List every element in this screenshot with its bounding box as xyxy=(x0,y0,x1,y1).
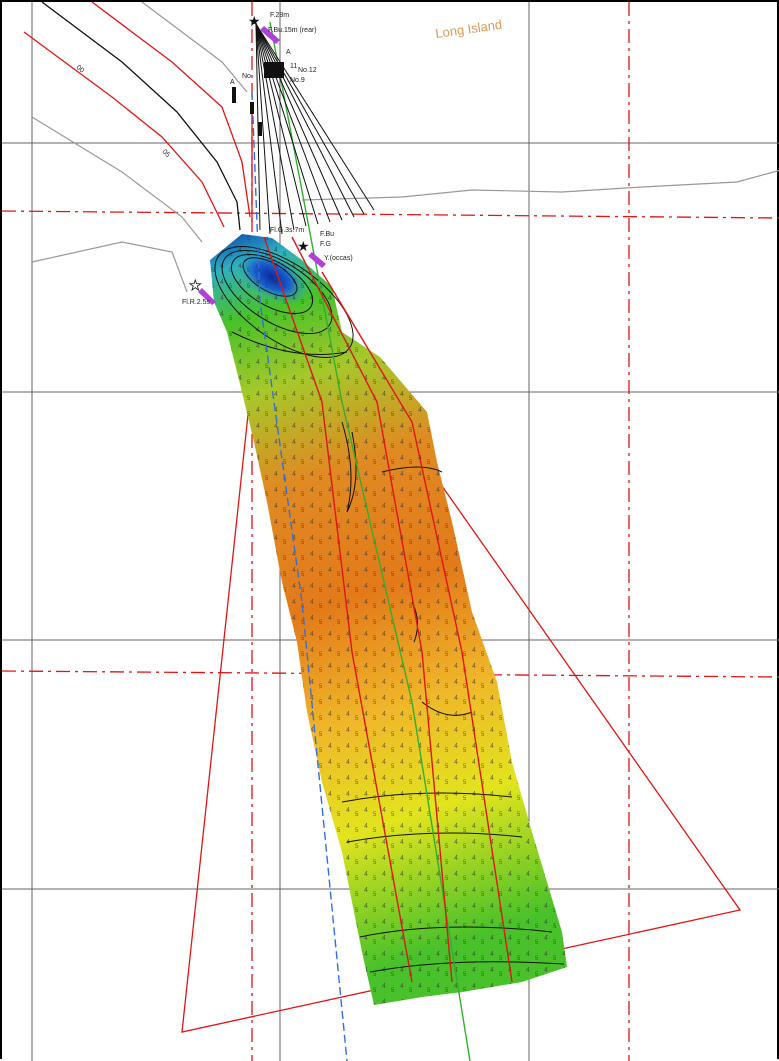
berth-labels: No.12 No.9 11 A A No xyxy=(230,49,317,86)
depth-label-2: 05 xyxy=(161,148,172,159)
bathymetry-surface xyxy=(210,234,567,1005)
fairway-lines xyxy=(251,21,513,1061)
place-label: Long Island xyxy=(434,17,503,41)
berth-a1-label: A xyxy=(286,49,291,56)
top-light-label: F.28m xyxy=(270,12,289,19)
berth-structures xyxy=(232,62,284,136)
beacon-labels: F.28m F.Bu.15m (rear) F.Bu F.G Y.(occas)… xyxy=(182,12,353,306)
left-light-label: Fl.R.2.5s xyxy=(182,299,211,306)
leading-line-fan xyxy=(255,23,375,235)
front-light-label-1: F.Bu xyxy=(320,231,334,238)
star-icon: ★ xyxy=(297,240,310,255)
depth-contour-black xyxy=(41,2,241,231)
depth-label-1: 00 xyxy=(75,64,86,74)
berth-no9-label: No.9 xyxy=(290,77,305,84)
channel-light-label: Fl.G.3s.7m xyxy=(270,227,304,234)
star-icon: ★ xyxy=(248,15,261,30)
front-light-label-2: F.G xyxy=(320,241,331,248)
light-markers: ★ ★ ★ xyxy=(189,15,326,305)
depth-labels: 00 05 xyxy=(75,64,171,159)
berth-a2-label: A xyxy=(230,79,235,86)
coastline xyxy=(31,2,779,293)
front-light-label-3: Y.(occas) xyxy=(324,255,353,262)
star-icon: ★ xyxy=(189,279,202,294)
berth-no12-label: No.12 xyxy=(298,67,317,74)
channel-limits-red xyxy=(23,2,253,228)
berth-11-label: 11 xyxy=(290,63,297,70)
berth-no-label: No xyxy=(242,73,251,80)
rear-light-label: F.Bu.15m (rear) xyxy=(268,27,317,34)
